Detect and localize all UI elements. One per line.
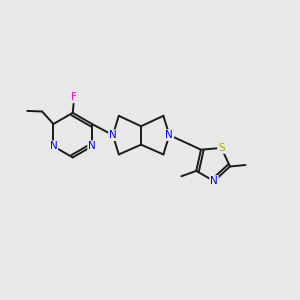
Text: F: F: [71, 92, 77, 102]
Text: N: N: [50, 141, 57, 151]
Text: N: N: [165, 130, 173, 140]
Text: N: N: [109, 130, 117, 140]
Text: S: S: [218, 143, 225, 153]
Text: N: N: [88, 141, 96, 151]
Text: N: N: [210, 176, 218, 186]
